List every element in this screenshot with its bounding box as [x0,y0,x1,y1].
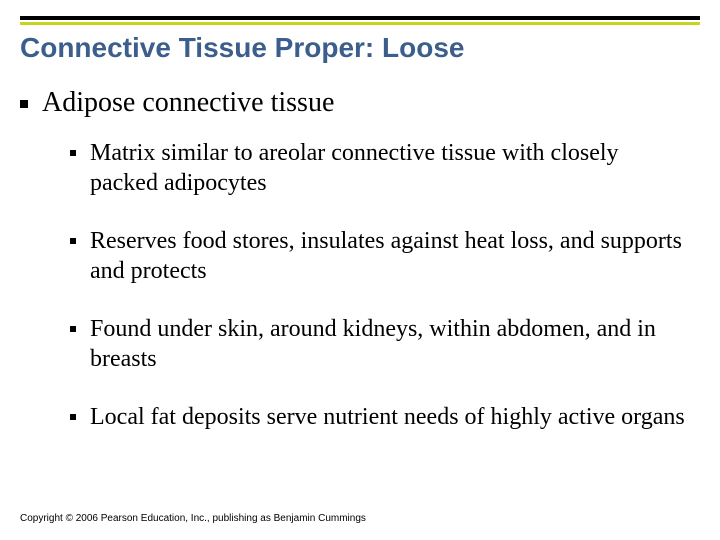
bullet-level2: Matrix similar to areolar connective tis… [70,138,690,198]
bullet-level2-text: Reserves food stores, insulates against … [90,226,690,286]
horizontal-rule-accent [20,22,700,25]
horizontal-rule-top [20,16,700,20]
square-bullet-icon [70,414,76,420]
bullet-level2-text: Found under skin, around kidneys, within… [90,314,690,374]
square-bullet-icon [20,100,28,108]
bullet-level2-text: Local fat deposits serve nutrient needs … [90,402,685,432]
sub-bullets: Matrix similar to areolar connective tis… [70,138,690,432]
bullet-level2: Local fat deposits serve nutrient needs … [70,402,690,432]
bullet-level1: Adipose connective tissue [20,86,690,120]
copyright-footer: Copyright © 2006 Pearson Education, Inc.… [20,513,366,524]
square-bullet-icon [70,326,76,332]
square-bullet-icon [70,238,76,244]
bullet-level2-text: Matrix similar to areolar connective tis… [90,138,690,198]
bullet-level2: Reserves food stores, insulates against … [70,226,690,286]
square-bullet-icon [70,150,76,156]
content-area: Adipose connective tissue Matrix similar… [20,86,690,460]
slide-title: Connective Tissue Proper: Loose [20,32,700,64]
bullet-level1-text: Adipose connective tissue [42,86,334,120]
slide: Connective Tissue Proper: Loose Adipose … [0,0,720,540]
bullet-level2: Found under skin, around kidneys, within… [70,314,690,374]
